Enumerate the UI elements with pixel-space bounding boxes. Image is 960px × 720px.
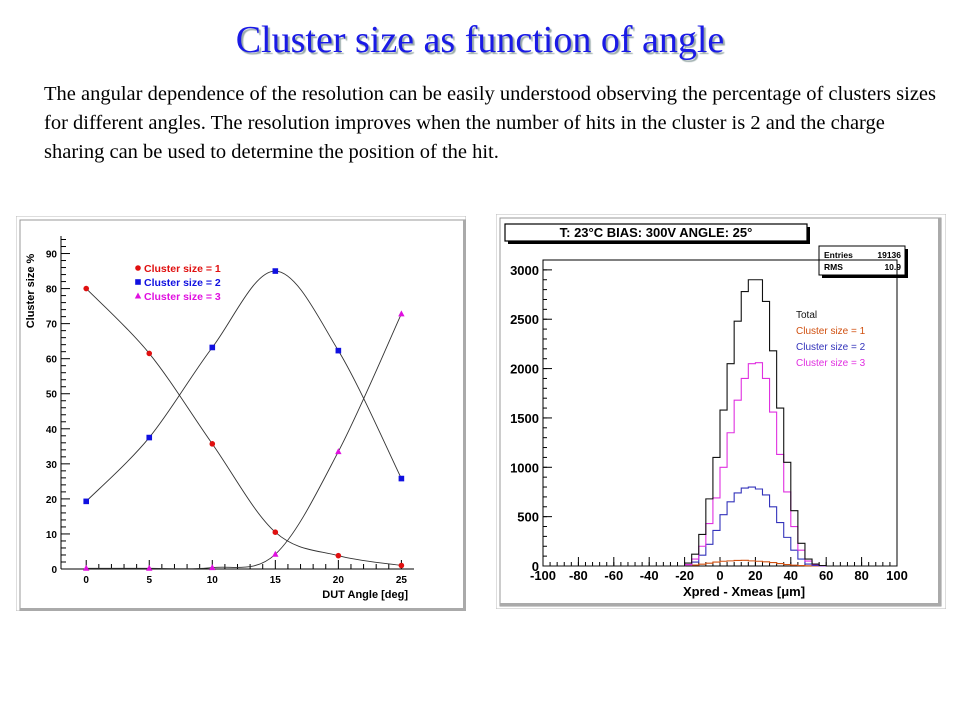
y-tick-label: 60	[46, 355, 58, 366]
y-tick-label: 70	[46, 320, 58, 331]
x-tick-label: -40	[640, 568, 659, 583]
x-tick-label: 5	[146, 575, 152, 586]
stats-entries-label: Entries	[824, 250, 853, 260]
y-tick-label: 2000	[510, 362, 539, 377]
point-cluster-3	[398, 310, 405, 317]
y-tick-label: 20	[46, 495, 58, 506]
y-tick-label: 40	[46, 425, 58, 436]
x-tick-label: 80	[854, 568, 868, 583]
x-tick-label: 0	[716, 568, 723, 583]
histogram-title: T: 23°C BIAS: 300V ANGLE: 25°	[560, 225, 753, 240]
legend-label: Cluster size = 1	[796, 326, 866, 337]
y-tick-label: 10	[46, 530, 58, 541]
x-tick-label: -100	[530, 568, 556, 583]
y-tick-label: 50	[46, 390, 58, 401]
stats-entries-value: 19136	[877, 250, 901, 260]
residual-histogram-panel: T: 23°C BIAS: 300V ANGLE: 25° Entries 19…	[495, 213, 947, 614]
x-tick-label: 15	[270, 575, 282, 586]
x-tick-label: 10	[207, 575, 219, 586]
residual-histogram: T: 23°C BIAS: 300V ANGLE: 25° Entries 19…	[495, 213, 947, 610]
legend-label: Cluster size = 3	[144, 291, 221, 303]
point-cluster-2	[335, 347, 342, 354]
x-tick-label: -60	[604, 568, 623, 583]
y-axis-label: Cluster size %	[25, 253, 37, 328]
legend-label: Cluster size = 2	[144, 277, 221, 289]
y-tick-label: 0	[51, 565, 57, 576]
x-tick-label: 100	[886, 568, 908, 583]
y-tick-label: 90	[46, 250, 58, 261]
x-tick-label: 0	[83, 575, 89, 586]
y-tick-label: 500	[517, 510, 539, 525]
y-tick-label: 1000	[510, 460, 539, 475]
y-tick-label: 80	[46, 285, 58, 296]
legend-marker	[135, 265, 141, 271]
point-cluster-3	[146, 564, 153, 571]
cluster-size-chart: Cluster size % DUT Angle [deg] 0 5 10 15 20 2…	[15, 215, 467, 612]
cluster-size-chart-panel: Cluster size % DUT Angle [deg] 0 5 10 15 20 2…	[15, 215, 467, 616]
point-cluster-2	[398, 475, 405, 482]
x-tick-label: 25	[396, 575, 408, 586]
point-cluster-1	[335, 552, 342, 559]
legend-label: Cluster size = 1	[144, 263, 221, 275]
point-cluster-1	[146, 350, 153, 357]
point-cluster-1	[209, 441, 216, 447]
point-cluster-2	[209, 344, 216, 351]
x-axis-label: Xpred - Xmeas [μm]	[683, 584, 805, 599]
x-tick-label: 60	[819, 568, 833, 583]
point-cluster-3	[272, 550, 279, 557]
point-cluster-3	[83, 564, 90, 571]
point-cluster-1	[272, 529, 279, 535]
legend-label: Cluster size = 3	[796, 358, 866, 369]
y-tick-label: 0	[532, 559, 539, 574]
x-axis-label: DUT Angle [deg]	[322, 589, 408, 601]
point-cluster-2	[146, 434, 153, 441]
stats-rms-label: RMS	[824, 262, 843, 272]
y-tick-label: 2500	[510, 312, 539, 327]
x-tick-label: -20	[675, 568, 694, 583]
legend-marker	[134, 292, 142, 299]
x-tick-label: 20	[333, 575, 345, 586]
y-tick-label: 3000	[510, 263, 539, 278]
point-cluster-3	[335, 448, 342, 455]
point-cluster-1	[398, 562, 405, 569]
stats-rms-value: 10.9	[884, 262, 901, 272]
legend-label: Total	[796, 310, 817, 321]
y-tick-label: 30	[46, 460, 58, 471]
legend-label: Cluster size = 2	[796, 342, 866, 353]
y-tick-label: 1500	[510, 411, 539, 426]
point-cluster-3	[209, 564, 216, 571]
slide-title: Cluster size as function of angle	[235, 19, 725, 61]
legend-marker	[135, 279, 141, 285]
x-tick-label: 40	[784, 568, 798, 583]
point-cluster-2	[272, 268, 279, 274]
x-tick-label: 20	[748, 568, 762, 583]
slide-description: The angular dependence of the resolution…	[44, 83, 936, 163]
x-tick-label: -80	[569, 568, 588, 583]
histogram-total	[543, 279, 897, 567]
point-cluster-1	[83, 285, 90, 292]
point-cluster-2	[83, 498, 90, 505]
